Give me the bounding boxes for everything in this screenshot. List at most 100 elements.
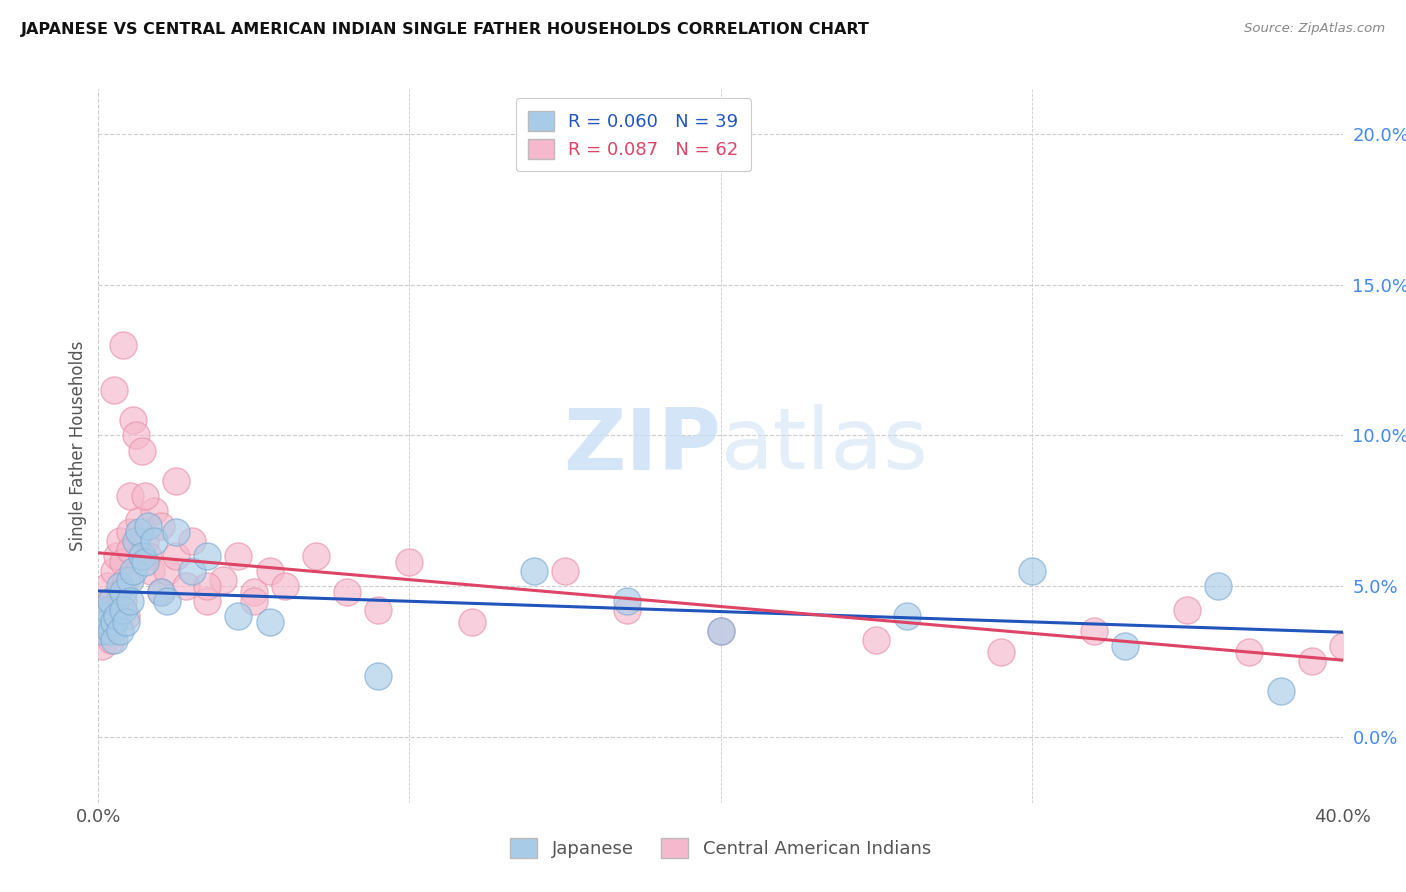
- Point: [115, 573, 138, 587]
- Point: [174, 579, 197, 593]
- Point: [103, 615, 125, 629]
- Point: [367, 603, 389, 617]
- Point: [125, 428, 148, 442]
- Point: [523, 564, 546, 578]
- Point: [100, 594, 122, 608]
- Point: [115, 609, 138, 624]
- Point: [108, 624, 131, 639]
- Point: [118, 594, 141, 608]
- Point: [103, 384, 125, 398]
- Point: [136, 518, 159, 533]
- Point: [305, 549, 328, 563]
- Point: [367, 669, 389, 683]
- Point: [115, 615, 138, 629]
- Point: [274, 579, 297, 593]
- Point: [112, 594, 135, 608]
- Point: [112, 338, 135, 352]
- Point: [105, 609, 128, 624]
- Point: [616, 603, 638, 617]
- Point: [165, 474, 187, 488]
- Point: [100, 594, 122, 608]
- Point: [103, 564, 125, 578]
- Point: [100, 633, 122, 648]
- Point: [97, 579, 120, 593]
- Point: [97, 615, 120, 629]
- Point: [195, 579, 218, 593]
- Point: [259, 615, 281, 629]
- Text: atlas: atlas: [721, 404, 928, 488]
- Point: [105, 603, 128, 617]
- Point: [128, 513, 150, 527]
- Point: [97, 609, 120, 624]
- Point: [1175, 603, 1198, 617]
- Point: [134, 533, 156, 548]
- Point: [1206, 579, 1229, 593]
- Point: [112, 585, 135, 599]
- Point: [1301, 654, 1323, 668]
- Point: [896, 609, 918, 624]
- Point: [149, 585, 172, 599]
- Y-axis label: Single Father Households: Single Father Households: [69, 341, 87, 551]
- Point: [131, 549, 153, 563]
- Point: [97, 603, 120, 617]
- Point: [90, 624, 112, 639]
- Point: [121, 564, 143, 578]
- Point: [259, 564, 281, 578]
- Point: [112, 603, 135, 617]
- Point: [143, 504, 166, 518]
- Point: [90, 639, 112, 653]
- Point: [195, 549, 218, 563]
- Point: [105, 549, 128, 563]
- Point: [93, 624, 115, 639]
- Point: [616, 594, 638, 608]
- Point: [143, 533, 166, 548]
- Point: [131, 443, 153, 458]
- Point: [118, 542, 141, 557]
- Point: [112, 555, 135, 569]
- Point: [211, 573, 233, 587]
- Point: [100, 624, 122, 639]
- Point: [228, 549, 250, 563]
- Point: [1331, 639, 1354, 653]
- Point: [165, 524, 187, 539]
- Point: [195, 594, 218, 608]
- Point: [108, 533, 131, 548]
- Point: [93, 603, 115, 617]
- Point: [554, 564, 576, 578]
- Point: [243, 594, 266, 608]
- Text: Source: ZipAtlas.com: Source: ZipAtlas.com: [1244, 22, 1385, 36]
- Point: [243, 585, 266, 599]
- Point: [128, 524, 150, 539]
- Text: JAPANESE VS CENTRAL AMERICAN INDIAN SINGLE FATHER HOUSEHOLDS CORRELATION CHART: JAPANESE VS CENTRAL AMERICAN INDIAN SING…: [21, 22, 870, 37]
- Point: [149, 518, 172, 533]
- Point: [1021, 564, 1043, 578]
- Point: [134, 555, 156, 569]
- Legend: Japanese, Central American Indians: Japanese, Central American Indians: [503, 830, 938, 865]
- Point: [180, 533, 202, 548]
- Point: [149, 585, 172, 599]
- Point: [134, 489, 156, 503]
- Point: [156, 564, 179, 578]
- Point: [1270, 684, 1292, 698]
- Point: [865, 633, 887, 648]
- Point: [108, 585, 131, 599]
- Point: [103, 615, 125, 629]
- Point: [990, 645, 1012, 659]
- Point: [118, 489, 141, 503]
- Point: [228, 609, 250, 624]
- Point: [90, 615, 112, 629]
- Point: [108, 579, 131, 593]
- Point: [125, 533, 148, 548]
- Point: [121, 413, 143, 427]
- Point: [118, 573, 141, 587]
- Point: [118, 524, 141, 539]
- Point: [460, 615, 484, 629]
- Point: [336, 585, 359, 599]
- Point: [141, 564, 163, 578]
- Point: [1114, 639, 1136, 653]
- Point: [1083, 624, 1105, 639]
- Point: [398, 555, 420, 569]
- Point: [710, 624, 733, 639]
- Point: [156, 594, 179, 608]
- Point: [103, 633, 125, 648]
